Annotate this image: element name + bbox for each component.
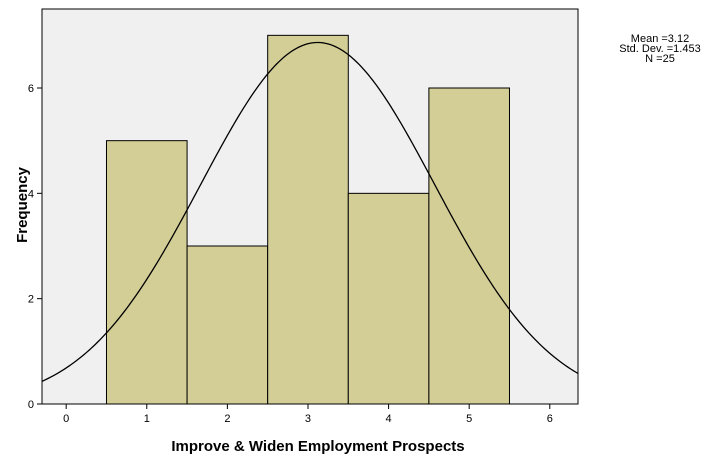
x-tick-label: 1 — [144, 413, 150, 425]
y-tick-label: 4 — [28, 188, 34, 200]
y-axis-title: Frequency — [14, 166, 31, 243]
histogram-bar-1 — [105, 140, 188, 405]
histogram-bar-2 — [186, 245, 269, 405]
y-axis: 0 2 4 6 — [28, 83, 42, 411]
histogram-bar-3 — [267, 34, 349, 405]
y-tick-label: 6 — [28, 83, 34, 95]
x-axis-title: Improve & Widen Employment Prospects — [171, 438, 464, 455]
histogram-bar-5 — [428, 87, 510, 405]
normal-curve — [41, 41, 579, 382]
histogram-bar-4 — [347, 192, 430, 405]
x-tick-label: 5 — [466, 413, 472, 425]
histogram-bars — [105, 34, 510, 405]
x-tick-label: 3 — [305, 413, 311, 425]
x-axis: 0 1 2 3 4 5 6 — [63, 404, 553, 425]
y-tick-label: 0 — [28, 399, 34, 411]
stat-line: Mean =3.12 — [631, 33, 689, 45]
x-tick-label: 6 — [547, 413, 553, 425]
x-tick-label: 4 — [386, 413, 392, 425]
x-tick-label: 0 — [63, 413, 69, 425]
y-tick-label: 2 — [28, 294, 34, 306]
x-tick-label: 2 — [224, 413, 230, 425]
stat-line: Std. Dev. =1.453 — [619, 43, 700, 55]
stat-line: N =25 — [645, 53, 675, 65]
